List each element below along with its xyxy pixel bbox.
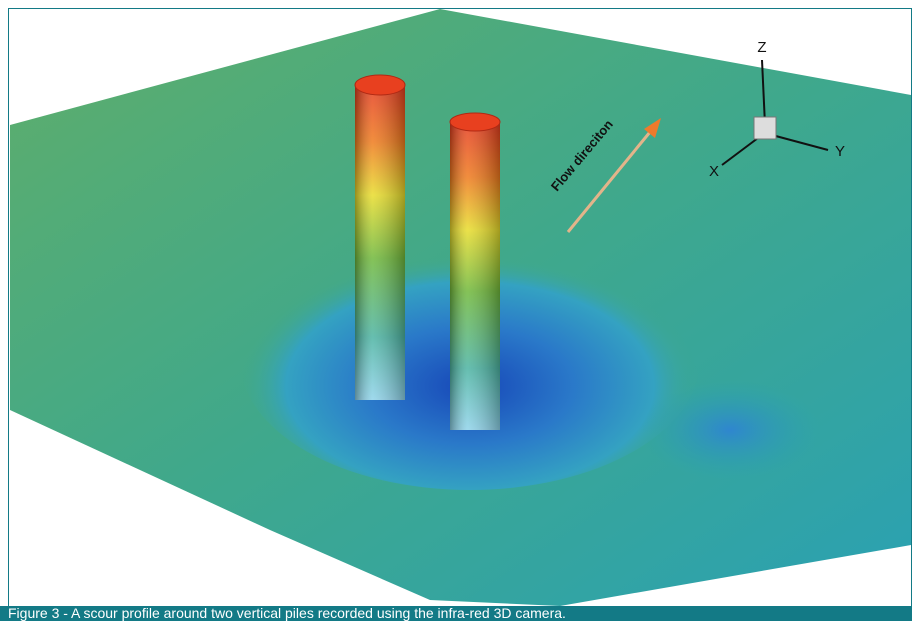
axis-label: Z: [757, 39, 766, 56]
caption: Figure 3 - A scour profile around two ve…: [0, 606, 912, 621]
axis-label: Y: [835, 143, 845, 160]
scour-patch: [640, 380, 820, 480]
figure: Flow direciton Z Y X Figure 3 - A scour …: [0, 0, 919, 621]
pile: [355, 75, 405, 400]
pile: [450, 113, 500, 430]
axis-label: X: [709, 163, 719, 180]
figure-image: Flow direciton Z Y X: [0, 0, 919, 606]
